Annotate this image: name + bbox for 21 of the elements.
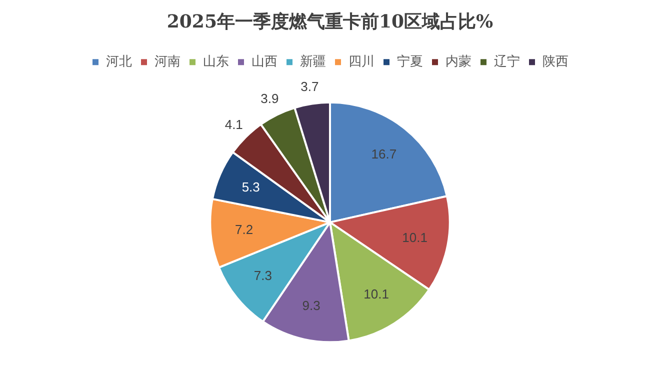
legend-label: 河北 bbox=[106, 54, 132, 70]
data-label: 10.1 bbox=[364, 286, 389, 302]
legend-label: 山西 bbox=[252, 54, 278, 70]
data-label: 9.3 bbox=[302, 298, 320, 314]
legend-label: 陕西 bbox=[542, 54, 568, 70]
data-label: 16.7 bbox=[371, 146, 397, 162]
data-label: 3.7 bbox=[300, 78, 319, 94]
legend-label: 新疆 bbox=[300, 54, 326, 70]
data-label: 10.1 bbox=[402, 230, 428, 246]
legend-label: 内蒙 bbox=[446, 54, 472, 70]
data-label: 4.1 bbox=[224, 116, 243, 132]
legend-label: 河南 bbox=[154, 54, 180, 70]
data-label: 5.3 bbox=[242, 179, 260, 194]
legend-label: 辽宁 bbox=[494, 53, 520, 70]
legend-label: 宁夏 bbox=[397, 53, 423, 70]
data-label: 7.3 bbox=[254, 268, 272, 284]
legend-label: 山东 bbox=[203, 54, 229, 70]
chart-title: 2025年一季度燃气重卡前10区域占比% bbox=[166, 11, 494, 32]
data-label: 3.9 bbox=[260, 91, 279, 106]
legend-label: 四川 bbox=[348, 54, 374, 70]
data-label: 7.2 bbox=[235, 222, 254, 238]
